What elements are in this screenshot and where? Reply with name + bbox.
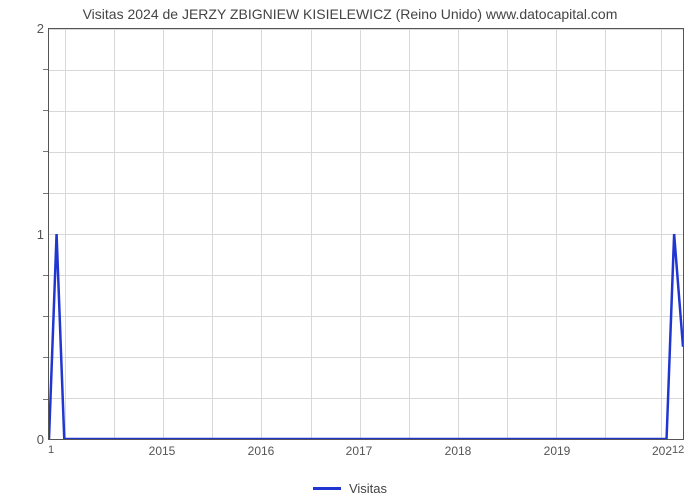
x-tick-label: 2017 <box>329 444 389 458</box>
x-tick-label: 202 <box>632 444 692 458</box>
line-series <box>49 29 683 439</box>
y-tick-label: 2 <box>4 21 44 36</box>
legend-swatch <box>313 487 341 490</box>
chart-container: Visitas 2024 de JERZY ZBIGNIEW KISIELEWI… <box>0 0 700 500</box>
x-tick-label: 2018 <box>428 444 488 458</box>
y-tick-label: 1 <box>4 227 44 242</box>
y-tick-label: 0 <box>4 432 44 447</box>
legend: Visitas <box>0 481 700 496</box>
plot-area <box>48 28 684 440</box>
legend-label: Visitas <box>349 481 387 496</box>
x-tick-label: 2015 <box>132 444 192 458</box>
chart-title: Visitas 2024 de JERZY ZBIGNIEW KISIELEWI… <box>0 6 700 22</box>
x-tick-label: 2019 <box>527 444 587 458</box>
x-tick-label: 2016 <box>231 444 291 458</box>
secondary-label-left: 1 <box>48 444 54 456</box>
